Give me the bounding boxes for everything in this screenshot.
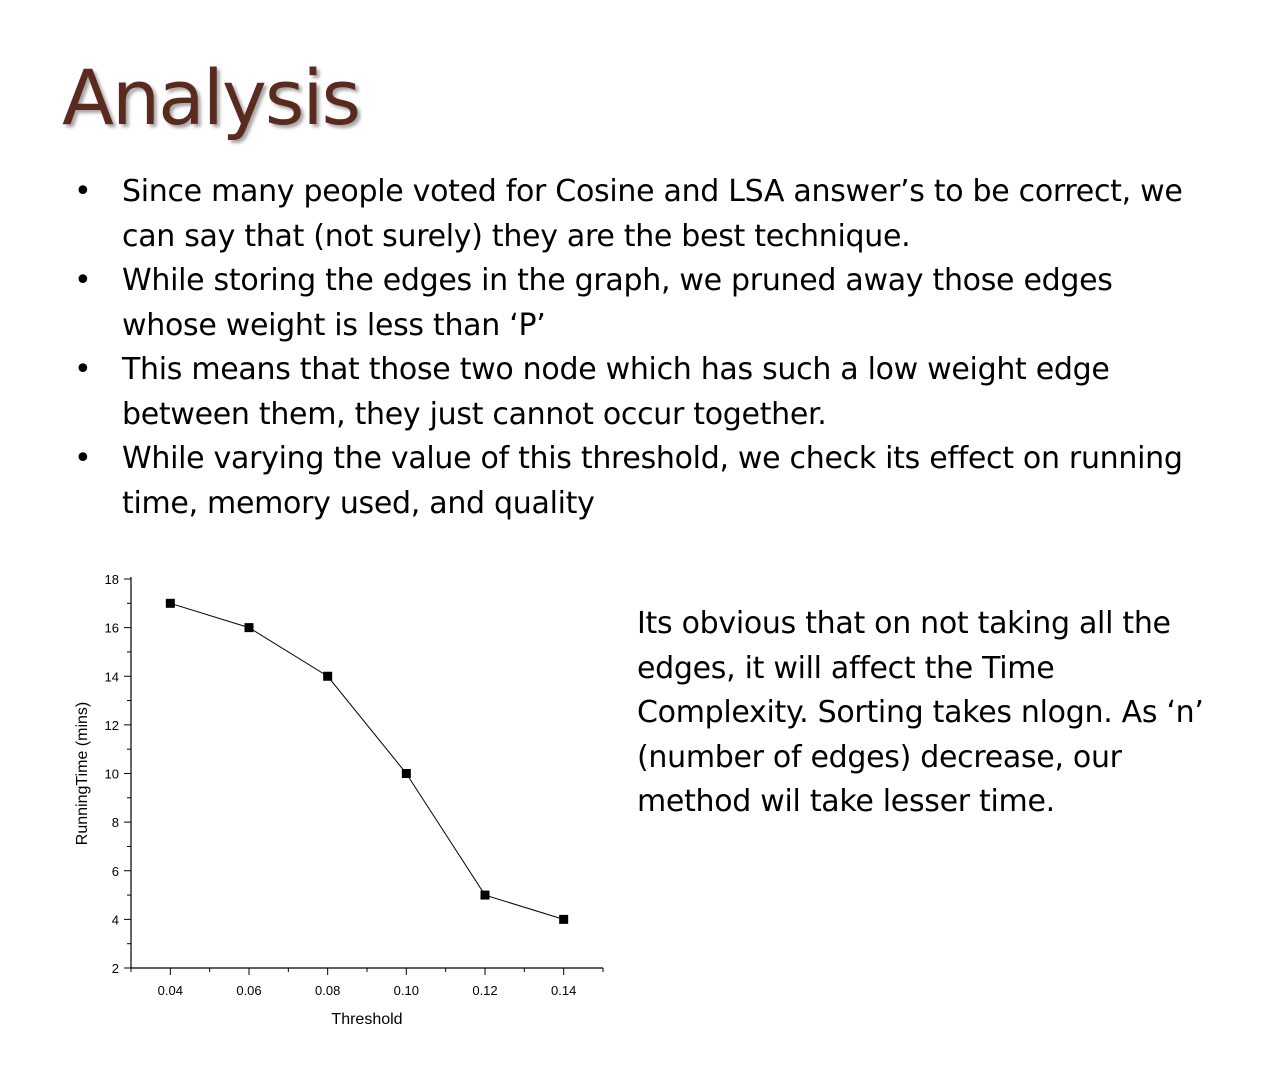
data-point xyxy=(480,890,490,900)
bullet-text: While storing the edges in the graph, we… xyxy=(122,263,1113,343)
bullet-item: • This means that those two node which ha… xyxy=(74,348,1204,437)
y-tick-label: 10 xyxy=(105,767,119,782)
bullet-item: • While storing the edges in the graph, w… xyxy=(74,259,1204,348)
x-tick-label: 0.14 xyxy=(551,983,576,998)
data-point xyxy=(559,914,569,924)
bullet-item: • Since many people voted for Cosine and … xyxy=(74,170,1204,259)
data-point xyxy=(401,769,411,778)
bullet-dot: • xyxy=(74,352,92,387)
x-tick-label: 0.04 xyxy=(158,983,183,998)
bullet-text: This means that those two node which has… xyxy=(122,352,1110,432)
x-tick-label: 0.10 xyxy=(394,983,419,998)
y-tick-label: 4 xyxy=(112,912,119,927)
y-axis-title: RunningTime (mins) xyxy=(74,702,91,845)
y-tick-label: 18 xyxy=(105,572,119,587)
bullet-list: • Since many people voted for Cosine and … xyxy=(74,170,1204,526)
data-point xyxy=(165,598,175,608)
y-tick-label: 16 xyxy=(105,621,119,636)
slide-title: Analysis xyxy=(62,53,361,142)
y-tick-label: 14 xyxy=(105,669,119,684)
x-tick-label: 0.08 xyxy=(315,983,340,998)
bullet-dot: • xyxy=(74,263,92,298)
running-time-chart: 2 4 6 8 10 12 14 16 18 0.04 0.06 0.08 0.10 0.12 0.14 Th… xyxy=(74,572,604,1028)
side-text: Its obvious that on not taking all the e… xyxy=(637,606,1204,819)
x-tick-label: 0.06 xyxy=(236,983,261,998)
y-tick-label: 12 xyxy=(105,718,119,733)
bullet-text: Since many people voted for Cosine and L… xyxy=(122,174,1183,254)
x-tick-label: 0.12 xyxy=(472,983,497,998)
bullet-item: • While varying the value of this thresho… xyxy=(74,437,1204,526)
bullet-dot: • xyxy=(74,441,92,476)
y-tick-label: 2 xyxy=(112,961,119,976)
bullet-text: While varying the value of this threshol… xyxy=(122,441,1183,521)
data-point xyxy=(244,623,254,633)
series-line xyxy=(170,602,564,920)
y-tick-label: 8 xyxy=(112,815,119,830)
bullet-dot: • xyxy=(74,174,92,209)
x-axis-title: Threshold xyxy=(331,1011,402,1028)
y-tick-label: 6 xyxy=(112,864,119,879)
data-point xyxy=(323,671,333,681)
